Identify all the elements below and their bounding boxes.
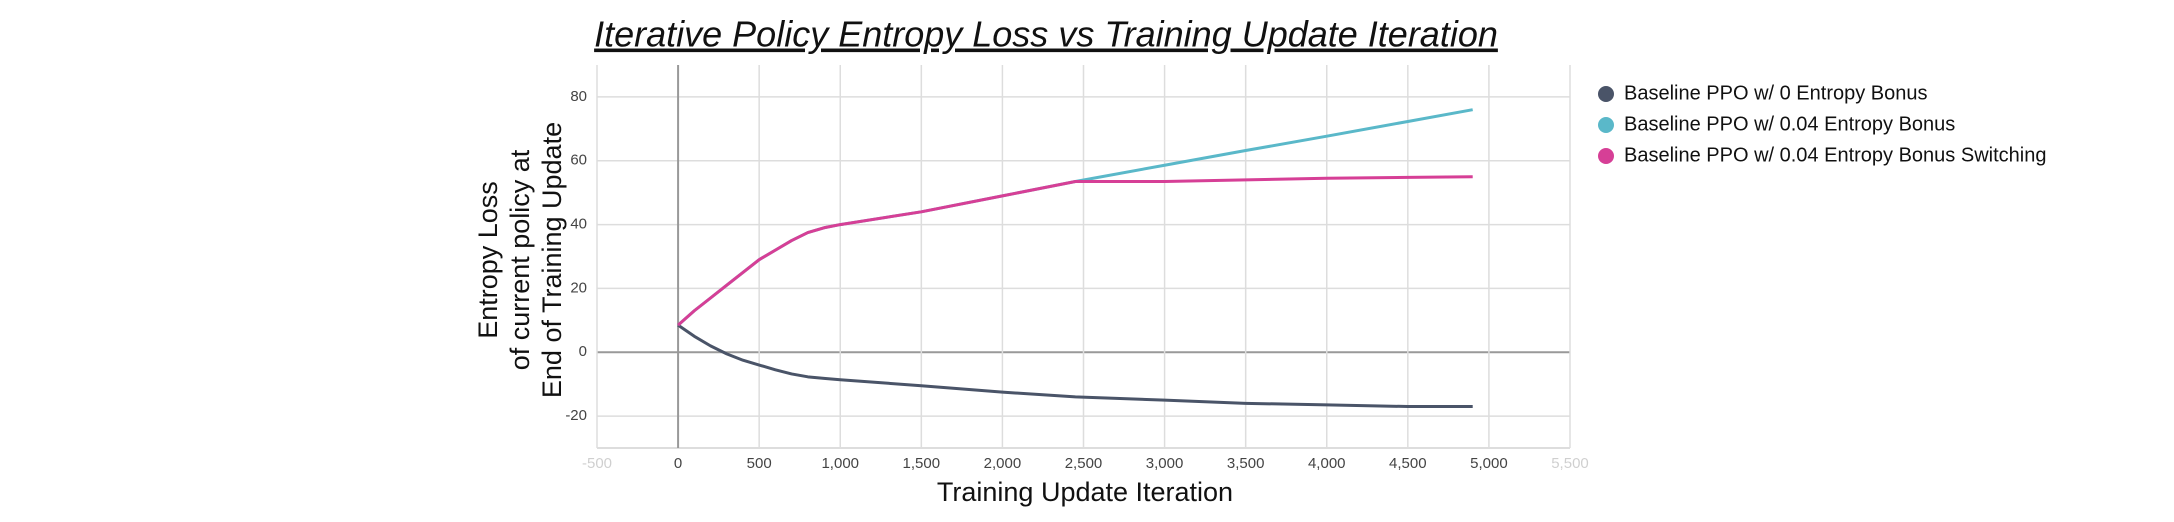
x-tick-label: 2,500 — [1065, 455, 1103, 472]
y-axis-label: End of Training Update — [537, 122, 567, 398]
y-tick-label: 20 — [570, 279, 587, 296]
line-series — [677, 323, 1473, 409]
y-tick-label: -20 — [565, 407, 587, 424]
legend-marker — [1598, 86, 1614, 102]
chart-title: Iterative Policy Entropy Loss vs Trainin… — [594, 14, 1498, 55]
legend-marker — [1598, 117, 1614, 133]
x-axis-label: Training Update Iteration — [937, 477, 1233, 507]
y-tick-label: 0 — [579, 343, 587, 360]
x-tick-label: 3,500 — [1227, 455, 1265, 472]
x-tick-label: 5,500 — [1551, 455, 1589, 472]
x-tick-label: 1,000 — [821, 455, 859, 472]
legend-label: Baseline PPO w/ 0.04 Entropy Bonus — [1624, 113, 1955, 135]
y-tick-label: 80 — [570, 88, 587, 105]
x-tick-label: 5,000 — [1470, 455, 1508, 472]
legend-label: Baseline PPO w/ 0.04 Entropy Bonus Switc… — [1624, 144, 2046, 166]
x-tick-label: 4,500 — [1389, 455, 1427, 472]
x-tick-label: 2,000 — [984, 455, 1022, 472]
y-axis-label: of current policy at — [505, 149, 535, 370]
x-tick-label: 0 — [674, 455, 682, 472]
x-tick-label: 1,500 — [903, 455, 941, 472]
y-axis-label: Entropy Loss — [473, 181, 503, 339]
y-tick-label: 40 — [570, 216, 587, 233]
line-series — [677, 175, 1473, 327]
line-series — [677, 108, 1473, 327]
legend-label: Baseline PPO w/ 0 Entropy Bonus — [1624, 82, 1928, 104]
x-tick-label: 3,000 — [1146, 455, 1184, 472]
x-tick-label: 500 — [747, 455, 772, 472]
x-tick-label: 4,000 — [1308, 455, 1346, 472]
y-tick-label: 60 — [570, 152, 587, 169]
x-tick-label: -500 — [582, 455, 612, 472]
legend-marker — [1598, 148, 1614, 164]
